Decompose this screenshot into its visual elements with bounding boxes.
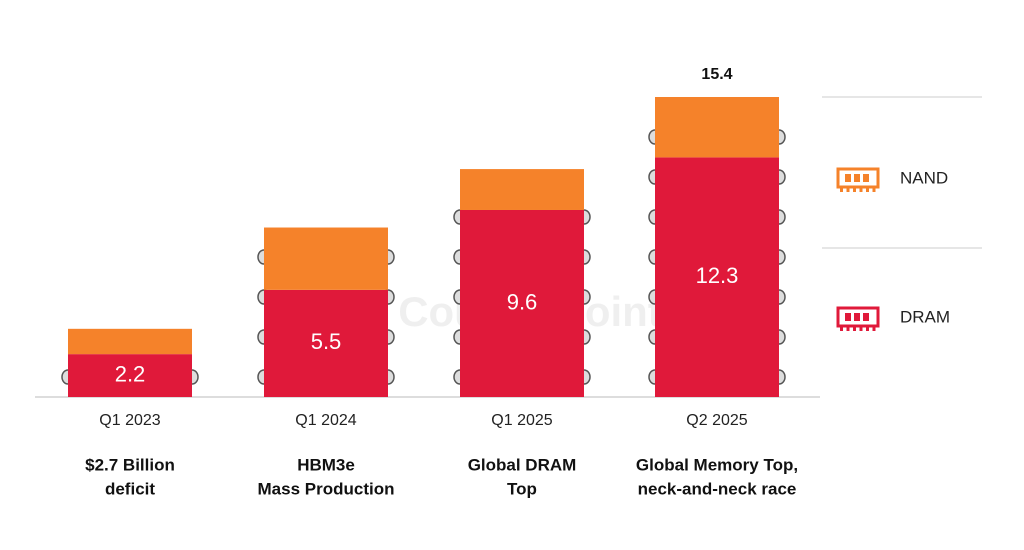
milestone-note: Mass Production xyxy=(258,479,395,498)
legend-icon-pin xyxy=(866,327,869,331)
milestone-note: neck-and-neck race xyxy=(638,479,797,498)
legend-icon-cell xyxy=(863,313,869,321)
bar-segment xyxy=(655,97,779,158)
legend-icon-pin xyxy=(853,188,856,192)
x-tick-label: Q2 2025 xyxy=(686,412,747,429)
legend-icon xyxy=(836,306,880,328)
legend-icon-pin xyxy=(846,327,850,331)
value-label: 2.2 xyxy=(115,361,146,386)
bar-segment xyxy=(68,328,192,355)
value-label: 12.3 xyxy=(696,263,739,288)
bar-segment xyxy=(460,169,584,210)
x-tick-label: Q1 2025 xyxy=(491,412,552,429)
bar-segment xyxy=(460,209,584,397)
legend-icon xyxy=(836,167,880,189)
legend-icon-pin xyxy=(872,188,876,192)
legend-label: NAND xyxy=(900,168,948,187)
bar-segment xyxy=(264,289,388,397)
milestone-note: deficit xyxy=(105,479,155,498)
legend-icon-cell xyxy=(845,174,851,182)
legend-icon-pin xyxy=(846,188,850,192)
legend-label: DRAM xyxy=(900,307,950,326)
legend-icon-cell xyxy=(854,313,860,321)
bar-segment xyxy=(264,227,388,290)
legend-icon-cell xyxy=(863,174,869,182)
bar-segment xyxy=(655,157,779,397)
value-label: 9.6 xyxy=(507,289,538,314)
legend-icon-pin xyxy=(866,188,869,192)
total-label: 15.4 xyxy=(701,66,732,83)
x-tick-label: Q1 2023 xyxy=(99,412,160,429)
legend-icon-pin xyxy=(853,327,856,331)
legend-icon-pin xyxy=(859,327,863,331)
milestone-note: HBM3e xyxy=(297,455,355,474)
legend-icon-pin xyxy=(840,327,843,331)
value-label: 5.5 xyxy=(311,329,342,354)
legend-icon-pin xyxy=(840,188,843,192)
legend-icon-pin xyxy=(859,188,863,192)
milestone-note: $2.7 Billion xyxy=(85,455,175,474)
legend-icon-cell xyxy=(845,313,851,321)
x-tick-label: Q1 2024 xyxy=(295,412,356,429)
milestone-note: Global Memory Top, xyxy=(636,455,798,474)
milestone-note: Global DRAM xyxy=(468,455,577,474)
bar-segment xyxy=(68,354,192,397)
milestone-note: Top xyxy=(507,479,537,498)
legend-icon-pin xyxy=(872,327,876,331)
legend-icon-cell xyxy=(854,174,860,182)
